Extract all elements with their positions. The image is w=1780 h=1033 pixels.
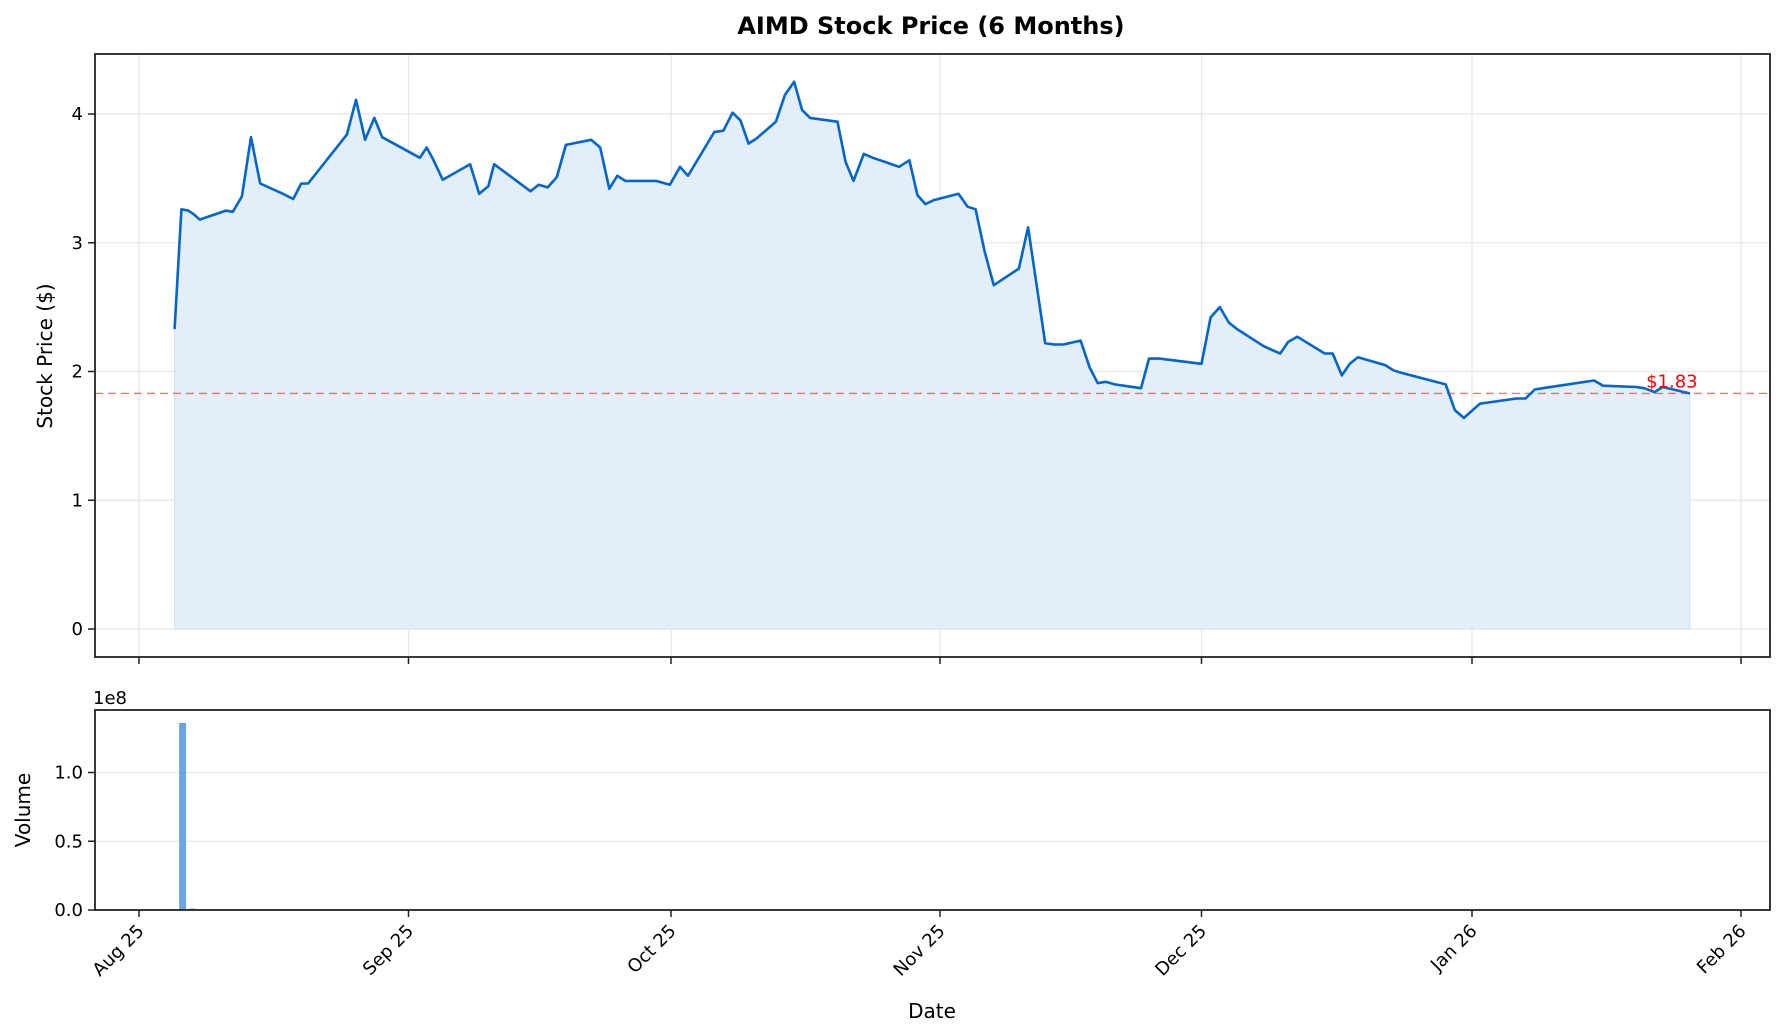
x-tick-label: Dec 25: [1151, 921, 1211, 981]
reference-line-label: $1.83: [1646, 371, 1698, 392]
x-tick-label: Oct 25: [623, 921, 680, 978]
price-axes-frame: [94, 53, 1771, 658]
volume-panel: 0.0 0.5 1.0 Aug 25 Sep 25 Oct 25 Nov 25 Dec 25…: [11, 688, 1771, 1023]
volume-offset-label: 1e8: [93, 688, 127, 709]
x-tick-label: Sep 25: [359, 921, 418, 980]
volume-x-axis: Aug 25 Sep 25 Oct 25 Nov 25 Dec 25 Jan 26 Feb …: [89, 910, 1751, 981]
volume-y-tick-label: 0.0: [54, 900, 83, 921]
volume-grid: [95, 771, 1770, 911]
chart-title: AIMD Stock Price (6 Months): [737, 12, 1124, 40]
price-y-tick-label: 3: [72, 233, 83, 254]
volume-y-tick-label: 1.0: [54, 763, 83, 784]
x-tick-label: Aug 25: [89, 921, 149, 981]
volume-y-axis-label: Volume: [11, 773, 35, 847]
x-tick-label: Jan 26: [1426, 921, 1481, 976]
x-tick-label: Nov 25: [890, 921, 950, 981]
price-y-axis: 0 1 2 3 4: [72, 104, 95, 640]
x-axis-label: Date: [908, 999, 956, 1023]
price-y-tick-label: 0: [72, 619, 83, 640]
price-y-tick-label: 1: [72, 490, 83, 511]
price-area-fill: [174, 80, 1691, 630]
price-line: [173, 80, 1691, 420]
volume-bar: [179, 723, 187, 910]
volume-bars: [179, 723, 196, 911]
price-y-axis-label: Stock Price ($): [33, 283, 57, 428]
price-x-ticks: [138, 657, 1742, 664]
price-y-tick-label: 2: [72, 362, 83, 383]
price-panel: $1.83 0 1 2 3 4 Stock Price ($): [33, 53, 1771, 664]
volume-axes-frame: [94, 709, 1771, 911]
volume-y-axis: 0.0 0.5 1.0: [54, 763, 95, 921]
price-y-tick-label: 4: [72, 104, 83, 125]
x-tick-label: Feb 26: [1693, 921, 1751, 979]
volume-y-tick-label: 0.5: [54, 831, 83, 852]
